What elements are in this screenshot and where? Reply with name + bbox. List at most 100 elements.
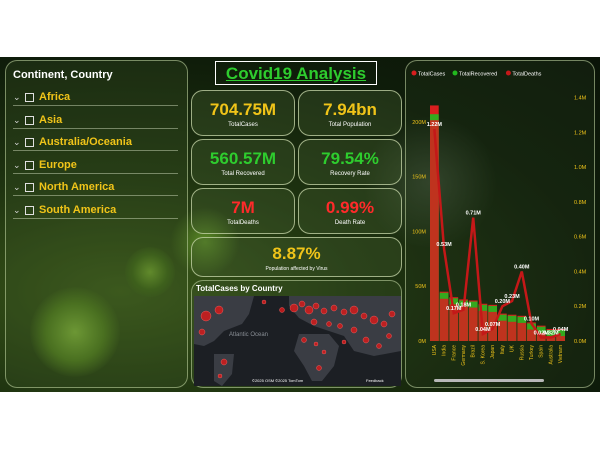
bar-total-recovered — [546, 330, 556, 341]
virus-illustration — [30, 287, 120, 377]
kpi-label: Total Recovered — [221, 171, 265, 177]
legend-marker — [452, 70, 458, 76]
kpi-recovery-rate[interactable]: 79.54% Recovery Rate — [298, 139, 402, 185]
kpi-label: Death Rate — [334, 220, 366, 226]
chevron-down-icon[interactable]: ⌄ — [13, 136, 21, 147]
slicer-item-south-america[interactable]: ⌄ South America — [13, 202, 178, 219]
legend-label: TotalCases — [418, 72, 445, 78]
checkbox[interactable] — [25, 137, 34, 147]
kpi-total-population[interactable]: 7.94bn Total Population — [298, 90, 402, 136]
kpi-value: 7M — [231, 198, 255, 217]
slicer-item-label: Europe — [39, 159, 77, 171]
slicer-item-label: North America — [39, 181, 115, 193]
chevron-down-icon[interactable]: ⌄ — [13, 181, 21, 192]
y-left-tick-label: 100M — [412, 229, 426, 235]
y-left-tick-label: 50M — [415, 284, 426, 290]
y-right-tick-label: 1.2M — [574, 130, 587, 136]
chart-panel: TotalCases TotalRecovered TotalDeaths 0M 50M… — [405, 60, 595, 388]
kpi-total-cases[interactable]: 704.75M TotalCases — [191, 90, 295, 136]
kpi-value: 7.94bn — [323, 100, 377, 119]
bar-total-cases-overlay — [517, 322, 527, 341]
kpi-death-rate[interactable]: 0.99% Death Rate — [298, 188, 402, 234]
bar-total-cases-overlay — [468, 307, 478, 341]
page-title: Covid19 Analysis — [215, 61, 377, 85]
x-tick-label: S. Korea — [480, 345, 486, 365]
map-attribution: ©2025 OSM ©2025 TomTom — [252, 378, 304, 383]
world-map[interactable]: Atlantic Ocean ©2025 OSM ©2025 TomTom Fe… — [194, 296, 401, 386]
map-title: TotalCases by Country — [196, 284, 283, 293]
bar-total-cases-overlay — [430, 120, 439, 341]
x-tick-label: USA — [432, 344, 438, 355]
y-left-tick-label: 0M — [418, 339, 426, 345]
slicer-item-europe[interactable]: ⌄ Europe — [13, 157, 178, 174]
kpi-label: Population affected by Virus — [265, 266, 328, 272]
y-left-tick-label: 150M — [412, 175, 426, 181]
kpi-label: TotalCases — [228, 122, 258, 128]
data-label-deaths: 0.32M — [543, 331, 559, 337]
kpi-label: Total Population — [328, 122, 372, 128]
bar-total-cases-overlay — [439, 298, 449, 341]
checkbox[interactable] — [25, 205, 34, 215]
kpi-value: 560.57M — [209, 149, 277, 168]
map-ocean-label: Atlantic Ocean — [229, 332, 268, 338]
legend-marker — [505, 70, 511, 76]
map-panel: TotalCases by Country Atlantic Ocean ©20… — [191, 280, 402, 388]
x-tick-label: Japan — [490, 345, 496, 359]
y-right-tick-label: 0.4M — [574, 269, 587, 275]
bar-total-recovered — [556, 330, 565, 341]
chevron-down-icon[interactable]: ⌄ — [13, 204, 21, 215]
data-label-deaths: 0.40M — [514, 264, 530, 270]
checkbox[interactable] — [25, 115, 34, 125]
x-tick-label: Vietnam — [558, 345, 564, 363]
x-tick-label: Brazil — [471, 345, 477, 358]
slicer-panel: Continent, Country ⌄ Africa ⌄ Asia ⌄ Aus… — [5, 60, 188, 388]
data-label-deaths: 0.53M — [436, 242, 452, 248]
x-tick-label: Russia — [519, 345, 525, 361]
kpi-total-recovered[interactable]: 560.57M Total Recovered — [191, 139, 295, 185]
slicer-item-africa[interactable]: ⌄ Africa — [13, 89, 178, 106]
y-left-tick-label: 200M — [412, 120, 426, 126]
slicer-item-label: South America — [39, 204, 117, 216]
slicer-item-australia-oceania[interactable]: ⌄ Australia/Oceania — [13, 134, 178, 151]
map-bubbles — [198, 299, 396, 379]
map-feedback-link: Feedback — [366, 378, 384, 383]
slicer-title: Continent, Country — [13, 69, 113, 81]
checkbox[interactable] — [25, 182, 34, 192]
virus-illustration-bg — [170, 207, 240, 277]
data-label-deaths: 0.04M — [553, 327, 569, 333]
chart-scrollbar[interactable] — [434, 379, 544, 382]
land-eurasia — [289, 296, 401, 356]
kpi-value: 8.87% — [272, 244, 321, 263]
virus-illustration-small — [125, 247, 175, 297]
x-tick-label: India — [442, 345, 448, 356]
data-label-deaths: 0.71M — [466, 211, 482, 217]
cases-recovered-deaths-chart[interactable]: TotalCases TotalRecovered TotalDeaths 0M 50M… — [406, 61, 594, 387]
kpi-total-deaths[interactable]: 7M TotalDeaths — [191, 188, 295, 234]
kpi-population-affected[interactable]: 8.87% Population affected by Virus — [191, 237, 402, 277]
data-label-deaths: 0.18M — [456, 303, 472, 309]
data-label-deaths: 0.10M — [524, 317, 540, 323]
x-tick-label: Spain — [539, 345, 545, 358]
slicer-item-asia[interactable]: ⌄ Asia — [13, 112, 178, 129]
kpi-label: Recovery Rate — [330, 171, 370, 177]
data-label-deaths: 1.22M — [427, 122, 443, 128]
data-label-deaths: 0.02M — [534, 331, 550, 337]
checkbox[interactable] — [25, 92, 34, 102]
land-americas — [194, 296, 254, 346]
slicer-item-label: Africa — [39, 91, 71, 103]
slicer-item-north-america[interactable]: ⌄ North America — [13, 179, 178, 196]
checkbox[interactable] — [25, 160, 34, 170]
kpi-value: 704.75M — [209, 100, 277, 119]
y-right-tick-label: 0.8M — [574, 200, 587, 206]
data-label-deaths: 0.07M — [485, 322, 501, 328]
bar-total-cases-overlay — [507, 321, 517, 341]
y-right-tick-label: 0.6M — [574, 235, 587, 241]
x-tick-label: Germany — [461, 345, 467, 366]
chevron-down-icon[interactable]: ⌄ — [13, 159, 21, 170]
chevron-down-icon[interactable]: ⌄ — [13, 114, 21, 125]
bar-total-cases-overlay — [459, 306, 468, 341]
x-tick-label: Turkey — [529, 345, 535, 361]
y-right-tick-label: 0.0M — [574, 339, 587, 345]
slicer-item-label: Asia — [39, 114, 63, 126]
chevron-down-icon[interactable]: ⌄ — [13, 91, 21, 102]
